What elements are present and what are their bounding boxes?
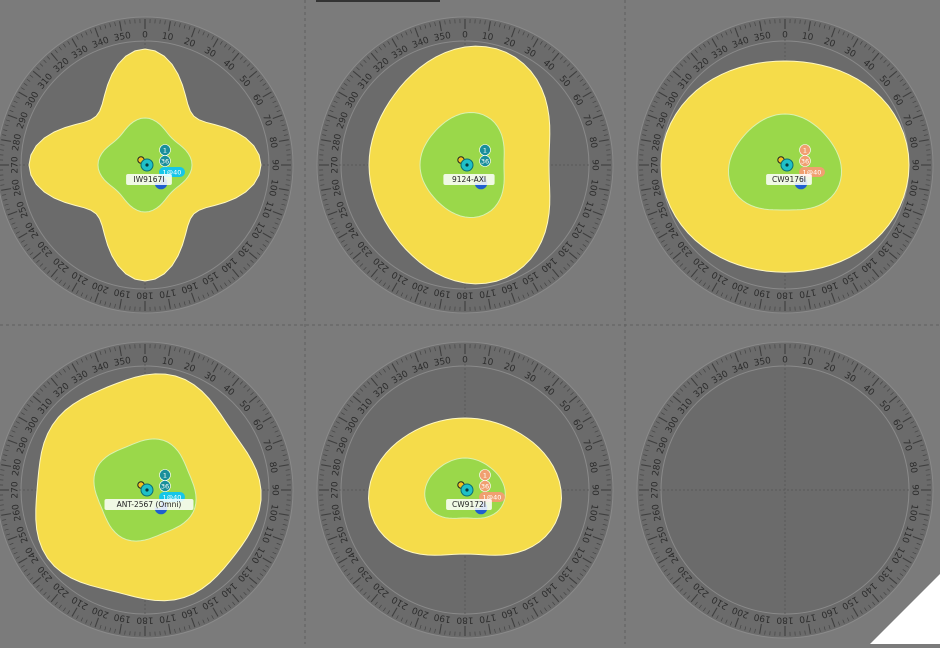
radio-badge-label: 1 xyxy=(163,472,167,480)
angle-label: 10 xyxy=(481,357,494,369)
angle-label: 180 xyxy=(136,615,153,625)
radio-badge-label: 1 xyxy=(483,472,487,480)
angle-label: 90 xyxy=(590,484,600,496)
angle-label: 10 xyxy=(161,357,174,369)
angle-label: 270 xyxy=(651,481,661,498)
angle-label: 180 xyxy=(776,615,793,625)
angle-label: 0 xyxy=(462,356,468,366)
radio-badge-label: 36 xyxy=(161,483,169,491)
ap-icon-center xyxy=(785,163,788,166)
radio-badge-label: 36 xyxy=(801,158,809,166)
angle-label: 10 xyxy=(801,32,814,44)
angle-label: 90 xyxy=(910,159,920,171)
ap-icon-center xyxy=(465,163,468,166)
ap-icon-center xyxy=(145,488,148,491)
radio-badge-label: 1 xyxy=(803,147,807,155)
angle-label: 10 xyxy=(481,32,494,44)
angle-label: 270 xyxy=(331,156,341,173)
antenna-label[interactable]: IW9167I xyxy=(134,175,165,184)
angle-label: 90 xyxy=(270,484,280,496)
antenna-label[interactable]: 9124-AXI xyxy=(452,175,486,184)
angle-label: 90 xyxy=(590,159,600,171)
antenna-label[interactable]: ANT-2567 (Omni) xyxy=(117,500,182,509)
angle-label: 270 xyxy=(331,481,341,498)
angle-label: 0 xyxy=(782,31,788,41)
angle-label: 180 xyxy=(456,615,473,625)
antenna-label[interactable]: CW9172I xyxy=(452,500,486,509)
antenna-label[interactable]: CW9176I xyxy=(772,175,806,184)
angle-label: 80 xyxy=(907,461,919,474)
radio-badge-label: 1 xyxy=(163,147,167,155)
angle-label: 80 xyxy=(267,136,279,149)
angle-label: 90 xyxy=(910,484,920,496)
angle-label: 80 xyxy=(267,461,279,474)
angle-label: 0 xyxy=(462,31,468,41)
angle-label: 270 xyxy=(11,481,21,498)
angle-label: 90 xyxy=(270,159,280,171)
angle-label: 180 xyxy=(136,290,153,300)
angle-label: 180 xyxy=(456,290,473,300)
angle-label: 0 xyxy=(782,356,788,366)
ap-icon-center xyxy=(145,163,148,166)
ap-icon-center xyxy=(465,488,468,491)
page-corner xyxy=(870,574,940,644)
angle-label: 270 xyxy=(11,156,21,173)
radio-badge-label: 36 xyxy=(481,158,489,166)
angle-label: 80 xyxy=(587,136,599,149)
angle-label: 0 xyxy=(142,356,148,366)
angle-label: 80 xyxy=(907,136,919,149)
angle-label: 0 xyxy=(142,31,148,41)
angle-label: 180 xyxy=(776,290,793,300)
angle-label: 270 xyxy=(651,156,661,173)
angle-label: 80 xyxy=(587,461,599,474)
radio-badge-label: 36 xyxy=(481,483,489,491)
top-scroll-indicator xyxy=(316,0,440,2)
radio-badge-label: 36 xyxy=(161,158,169,166)
angle-label: 10 xyxy=(161,32,174,44)
angle-label: 10 xyxy=(801,357,814,369)
radio-badge-label: 1 xyxy=(483,147,487,155)
